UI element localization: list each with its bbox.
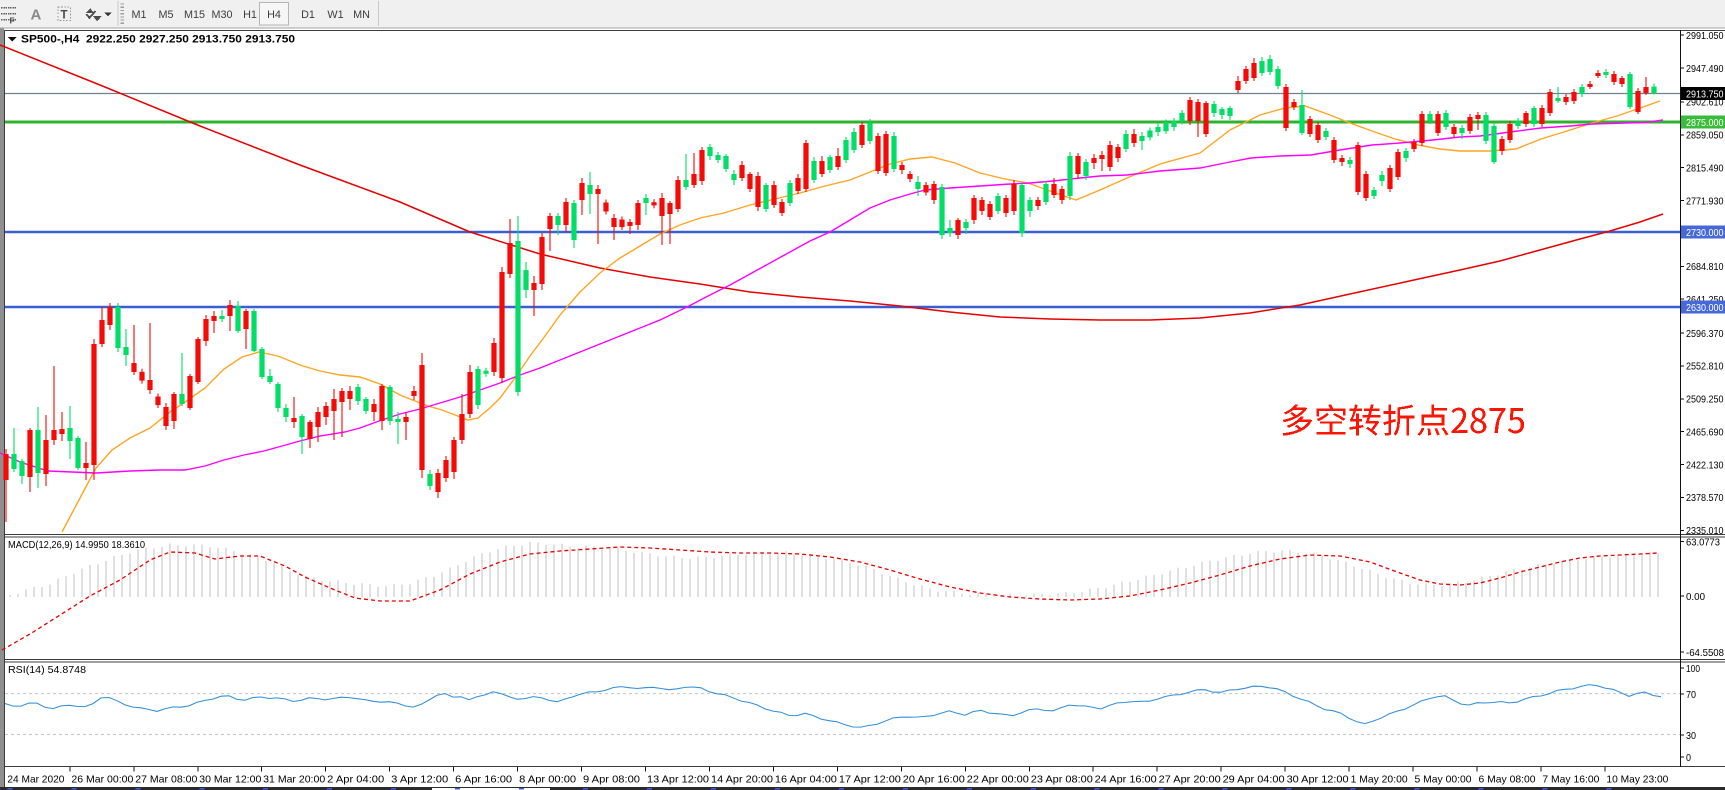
svg-text:16 Apr 04:00: 16 Apr 04:00: [775, 774, 837, 786]
svg-text:14 Apr 20:00: 14 Apr 20:00: [711, 774, 773, 786]
svg-text:RSI(14) 54.8748: RSI(14) 54.8748: [8, 664, 86, 676]
svg-text:2947.490: 2947.490: [1686, 63, 1724, 75]
svg-text:1 May 20:00: 1 May 20:00: [1351, 774, 1408, 786]
svg-text:20 Apr 16:00: 20 Apr 16:00: [903, 774, 965, 786]
svg-text:A: A: [31, 7, 42, 24]
svg-text:2859.050: 2859.050: [1686, 130, 1724, 142]
svg-text:27 Mar 08:00: 27 Mar 08:00: [135, 774, 197, 786]
svg-text:100: 100: [1686, 663, 1700, 675]
svg-text:27 Apr 20:00: 27 Apr 20:00: [1159, 774, 1221, 786]
svg-text:26 Mar 00:00: 26 Mar 00:00: [71, 774, 133, 786]
svg-text:2596.370: 2596.370: [1686, 328, 1724, 340]
svg-text:2730.000: 2730.000: [1686, 227, 1724, 239]
svg-text:2875.000: 2875.000: [1686, 117, 1724, 129]
svg-text:5 May 00:00: 5 May 00:00: [1415, 774, 1472, 786]
svg-text:63.0773: 63.0773: [1686, 536, 1720, 548]
svg-text:23 Apr 08:00: 23 Apr 08:00: [1031, 774, 1093, 786]
svg-text:22 Apr 00:00: 22 Apr 00:00: [967, 774, 1029, 786]
svg-text:6 Apr 16:00: 6 Apr 16:00: [455, 774, 512, 786]
svg-text:SP500-,H4 2922.250 2927.250 2: SP500-,H4 2922.250 2927.250 2913.750 291…: [21, 33, 295, 45]
svg-text:W1: W1: [327, 9, 343, 21]
svg-text:2465.690: 2465.690: [1686, 427, 1724, 439]
svg-text:29 Apr 04:00: 29 Apr 04:00: [1223, 774, 1285, 786]
svg-text:0: 0: [1686, 752, 1691, 764]
svg-text:2913.750: 2913.750: [1686, 89, 1724, 101]
svg-text:2 Apr 04:00: 2 Apr 04:00: [327, 774, 384, 786]
svg-text:30: 30: [1686, 730, 1696, 742]
svg-text:2509.250: 2509.250: [1686, 394, 1724, 406]
svg-text:17 Apr 12:00: 17 Apr 12:00: [839, 774, 901, 786]
svg-text:2991.050: 2991.050: [1686, 30, 1724, 42]
svg-text:3 Apr 12:00: 3 Apr 12:00: [391, 774, 448, 786]
svg-text:6 May 08:00: 6 May 08:00: [1479, 774, 1536, 786]
svg-text:70: 70: [1686, 689, 1696, 701]
svg-text:MN: MN: [353, 9, 370, 21]
svg-text:2552.810: 2552.810: [1686, 361, 1724, 373]
svg-text:30 Mar 12:00: 30 Mar 12:00: [199, 774, 261, 786]
svg-text:H1: H1: [243, 9, 257, 21]
svg-text:2771.930: 2771.930: [1686, 195, 1724, 207]
svg-text:24 Mar 2020: 24 Mar 2020: [7, 774, 64, 786]
svg-text:0.00: 0.00: [1686, 591, 1705, 603]
svg-text:10 May 23:00: 10 May 23:00: [1606, 774, 1668, 786]
svg-text:M30: M30: [211, 9, 232, 21]
svg-text:2378.570: 2378.570: [1686, 492, 1724, 504]
svg-text:-64.5508: -64.5508: [1686, 647, 1724, 659]
svg-text:M5: M5: [159, 9, 174, 21]
svg-text:9 Apr 08:00: 9 Apr 08:00: [583, 774, 640, 786]
svg-text:2684.810: 2684.810: [1686, 261, 1724, 273]
svg-text:F: F: [10, 16, 15, 26]
svg-text:31 Mar 20:00: 31 Mar 20:00: [263, 774, 325, 786]
svg-text:MACD(12,26,9) 14.9950 18.3610: MACD(12,26,9) 14.9950 18.3610: [8, 539, 145, 551]
svg-text:2630.000: 2630.000: [1686, 302, 1724, 314]
svg-text:13 Apr 12:00: 13 Apr 12:00: [647, 774, 709, 786]
svg-text:7 May 16:00: 7 May 16:00: [1542, 774, 1599, 786]
svg-text:M1: M1: [132, 9, 147, 21]
svg-text:30 Apr 12:00: 30 Apr 12:00: [1287, 774, 1349, 786]
svg-text:2422.130: 2422.130: [1686, 459, 1724, 471]
svg-text:D1: D1: [301, 9, 315, 21]
svg-text:8 Apr 00:00: 8 Apr 00:00: [519, 774, 576, 786]
svg-text:T: T: [61, 10, 68, 22]
svg-text:2335.010: 2335.010: [1686, 525, 1724, 537]
svg-text:24 Apr 16:00: 24 Apr 16:00: [1095, 774, 1157, 786]
svg-text:2815.490: 2815.490: [1686, 163, 1724, 175]
svg-text:M15: M15: [184, 9, 205, 21]
svg-text:H4: H4: [267, 9, 281, 21]
